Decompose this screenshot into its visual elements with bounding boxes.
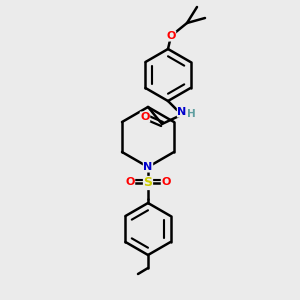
Text: O: O — [161, 177, 171, 187]
Text: H: H — [187, 109, 195, 119]
Text: O: O — [125, 177, 135, 187]
Text: N: N — [177, 107, 187, 117]
Text: S: S — [143, 176, 152, 190]
Text: O: O — [140, 112, 150, 122]
Text: N: N — [143, 162, 153, 172]
Text: O: O — [166, 31, 176, 41]
